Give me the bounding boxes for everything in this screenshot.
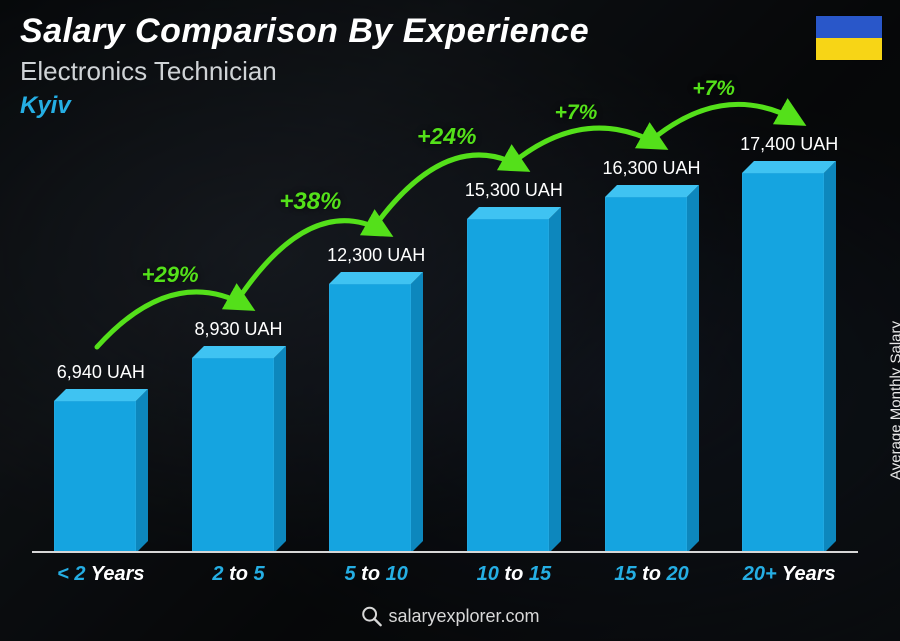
bar-value: 8,930 UAH bbox=[194, 319, 282, 340]
footer-site: salaryexplorer.com bbox=[388, 606, 539, 627]
bar: 15,300 UAH bbox=[467, 219, 561, 553]
bar: 16,300 UAH bbox=[605, 197, 699, 553]
increment-label: +7% bbox=[692, 77, 735, 101]
x-label: 15 to 20 bbox=[583, 557, 721, 589]
bar-slot: 6,940 UAH bbox=[32, 123, 170, 553]
x-labels: < 2 Years2 to 55 to 1010 to 1515 to 2020… bbox=[32, 557, 858, 589]
bar: 8,930 UAH bbox=[192, 358, 286, 553]
bar-chart: 6,940 UAH 8,930 UAH 12,300 UAH 15,300 UAH 16… bbox=[32, 119, 858, 589]
x-label: 2 to 5 bbox=[170, 557, 308, 589]
increment-label: +7% bbox=[555, 101, 598, 125]
bar: 6,940 UAH bbox=[54, 401, 148, 553]
location-label: Kyiv bbox=[20, 92, 71, 120]
bar-slot: 17,400 UAH bbox=[720, 123, 858, 553]
x-label: 10 to 15 bbox=[445, 557, 583, 589]
stage: Salary Comparison By Experience Electron… bbox=[0, 0, 900, 641]
x-label: 5 to 10 bbox=[307, 557, 445, 589]
bar-slot: 8,930 UAH bbox=[170, 123, 308, 553]
bar-value: 15,300 UAH bbox=[465, 180, 563, 201]
bar-value: 6,940 UAH bbox=[57, 362, 145, 383]
bar-slot: 12,300 UAH bbox=[307, 123, 445, 553]
page-subtitle: Electronics Technician bbox=[20, 56, 277, 87]
bar-value: 17,400 UAH bbox=[740, 134, 838, 155]
bar-slot: 16,300 UAH bbox=[583, 123, 721, 553]
footer-logo: salaryexplorer.com bbox=[360, 605, 539, 627]
y-axis-label: Average Monthly Salary bbox=[888, 321, 900, 480]
flag-bottom-stripe bbox=[816, 38, 882, 60]
bar-value: 12,300 UAH bbox=[327, 245, 425, 266]
magnifier-icon bbox=[360, 605, 382, 627]
x-label: < 2 Years bbox=[32, 557, 170, 589]
x-label: 20+ Years bbox=[720, 557, 858, 589]
bar: 12,300 UAH bbox=[329, 284, 423, 553]
bar-slot: 15,300 UAH bbox=[445, 123, 583, 553]
flag-top-stripe bbox=[816, 16, 882, 38]
flag-ukraine bbox=[816, 16, 882, 60]
bars-container: 6,940 UAH 8,930 UAH 12,300 UAH 15,300 UAH 16… bbox=[32, 123, 858, 553]
page-title: Salary Comparison By Experience bbox=[20, 12, 589, 51]
bar-value: 16,300 UAH bbox=[602, 158, 700, 179]
baseline bbox=[32, 551, 858, 553]
bar: 17,400 UAH bbox=[742, 173, 836, 553]
